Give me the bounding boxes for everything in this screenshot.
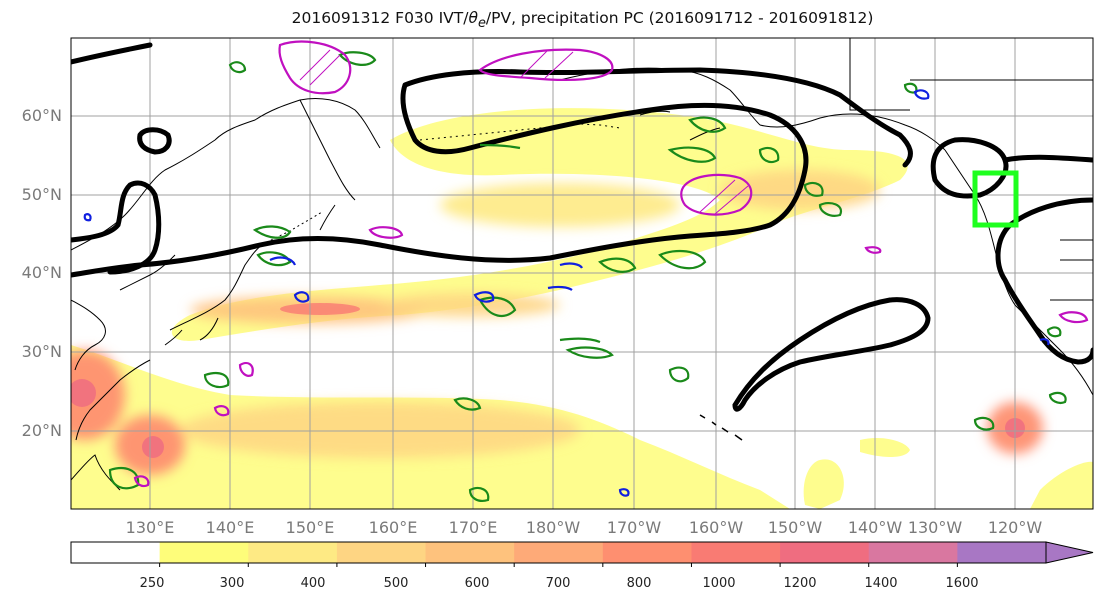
colorbar-segment [71, 542, 161, 563]
ivt-center-west [71, 379, 96, 407]
theta-subscript: e [477, 16, 486, 32]
colorbar-extend-arrow [1045, 541, 1094, 564]
lat-label-50n: 50°N [21, 185, 62, 204]
colorbar-tick-1000: 1000 [702, 576, 736, 591]
ivt-band-east [803, 459, 844, 509]
colorbar-tick-700: 700 [545, 576, 571, 591]
ivt-center-typhoon [142, 436, 164, 458]
ivt-blob-hawaii-east [860, 438, 910, 457]
kamchatka-coast [299, 99, 356, 231]
map-title: 2016091312 F030 IVT/θe/PV, precipitation… [291, 9, 874, 32]
colorbar-tick-500: 500 [383, 576, 409, 591]
lon-label-140e: 140°E [205, 518, 255, 537]
colorbar-segment [957, 542, 1047, 563]
ivt-contour-small-ring [137, 127, 172, 155]
ivt-black-contours [71, 42, 1093, 412]
colorbar-segment [425, 542, 515, 563]
lat-label-20n: 20°N [21, 421, 62, 440]
theta-symbol: θ [468, 9, 478, 27]
colorbar-segment [868, 542, 958, 563]
lat-label-40n: 40°N [21, 263, 62, 282]
lon-label-140w: 140°W [847, 518, 903, 537]
lat-label-60n: 60°N [21, 106, 62, 125]
map-border [70, 37, 1094, 510]
ivt-center-japan [280, 303, 360, 315]
lon-label-170w: 170°W [606, 518, 662, 537]
lat-label-30n: 30°N [21, 342, 62, 361]
colorbar-tick-1200: 1200 [783, 576, 817, 591]
lon-label-120w: 120°W [987, 518, 1043, 537]
colorbar [71, 542, 1047, 567]
colorbar-segment [514, 542, 604, 563]
colorbar-tick-1400: 1400 [864, 576, 898, 591]
lon-label-150e: 150°E [285, 518, 335, 537]
pv-cell-gulf [680, 173, 753, 216]
graticule [71, 38, 1093, 509]
hawaii-islands [699, 414, 743, 441]
colorbar-segment [248, 542, 338, 563]
pv-hatching [299, 49, 749, 215]
colorbar-tick-800: 800 [626, 576, 652, 591]
kuril-islands [261, 211, 323, 246]
ivt-contour-north-arc [71, 42, 913, 278]
lon-label-130e: 130°E [125, 518, 175, 537]
precipitation-region-box [972, 170, 1019, 228]
ivt-contour-west-loop [71, 180, 162, 275]
ivt-core-subtropical [180, 402, 580, 458]
ivt-band-southeast [1030, 461, 1093, 509]
colorbar-tick-250: 250 [139, 576, 165, 591]
lon-label-180w: 180°W [525, 518, 581, 537]
pv-blue-contours [83, 89, 1050, 497]
colorbar-tick-400: 400 [300, 576, 326, 591]
colorbar-segment [159, 542, 249, 563]
ivt-core-aleutian [440, 183, 680, 227]
colorbar-tick-1600: 1600 [945, 576, 979, 591]
colorbar-segment [780, 542, 870, 563]
colorbar-segment [336, 542, 427, 563]
japan-coast [164, 244, 263, 346]
ivt-shading [71, 108, 1093, 509]
lon-label-150w: 150°W [767, 518, 823, 537]
pv-cell-north [478, 48, 614, 82]
ivt-core-central [380, 293, 560, 317]
ivt-band-north-pacific [171, 108, 908, 341]
lon-label-170e: 170°E [448, 518, 498, 537]
pv-cell-northwest [278, 40, 352, 95]
colorbar-tick-600: 600 [464, 576, 490, 591]
lon-label-130w: 130°W [907, 518, 963, 537]
lon-label-160w: 160°W [688, 518, 744, 537]
asia-coast [71, 97, 381, 491]
canada-border [849, 38, 1093, 301]
ivt-contour-subtropical-loop [732, 297, 931, 412]
pv-magenta-contours [133, 40, 1089, 488]
ivt-contour-east [995, 154, 1093, 365]
colorbar-segment [602, 542, 692, 563]
colorbar-segment [691, 542, 781, 563]
colorbar-tick-300: 300 [219, 576, 245, 591]
lon-label-160e: 160°E [368, 518, 418, 537]
